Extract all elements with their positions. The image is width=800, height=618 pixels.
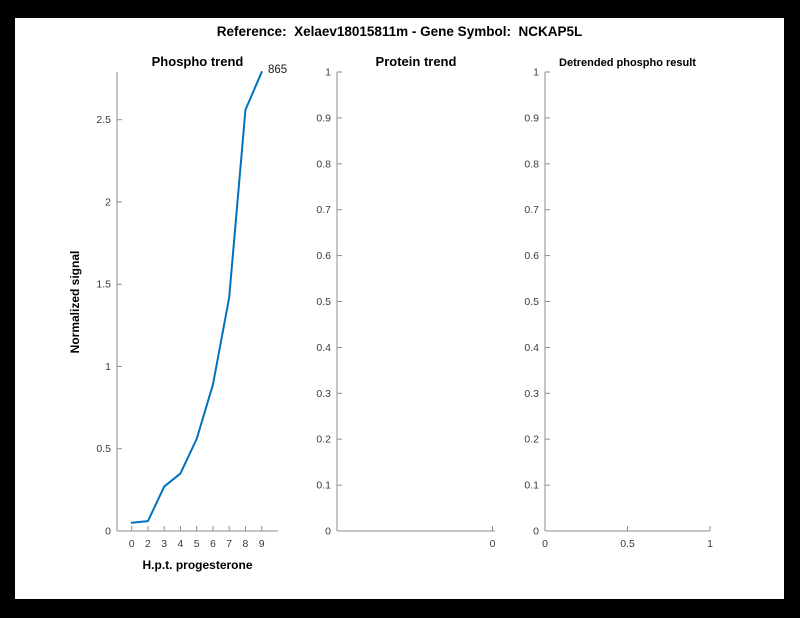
y-tick-label: 1 [533, 67, 539, 79]
x-tick-label: 5 [194, 538, 200, 550]
y-tick-label: 1.5 [96, 279, 111, 291]
x-tick-label: 0 [490, 538, 496, 550]
plot2-title: Protein trend [375, 54, 457, 69]
axes-canvas: 00.511.522.50 2 3 4 5 6 7 8 900.10.20.30.40.50.6… [96, 67, 713, 551]
y-tick-label: 0.3 [316, 388, 331, 400]
y-tick-label: 0.9 [524, 112, 539, 124]
y-tick-label: 0.9 [316, 112, 331, 124]
plot1-title: Phospho trend [151, 54, 244, 69]
x-tick-label: 0 [129, 538, 135, 550]
y-tick-label: 0.4 [524, 342, 539, 354]
x-tick-label: 8 [243, 538, 249, 550]
y-tick-label: 2.5 [96, 114, 111, 126]
figure-canvas: Reference: Xelaev18015811m - Gene Symbol… [15, 18, 784, 599]
plot1-xlabel: H.p.t. progesterone [142, 558, 253, 572]
y-tick-label: 0.6 [316, 250, 331, 262]
y-tick-label: 0.4 [316, 342, 331, 354]
x-tick-label: 6 [210, 538, 216, 550]
y-tick-label: 0.2 [316, 434, 331, 446]
y-tick-label: 0.5 [524, 296, 539, 308]
y-tick-label: 0.5 [96, 443, 111, 455]
y-tick-label: 0.3 [524, 388, 539, 400]
x-tick-label: 1 [707, 538, 713, 550]
x-tick-label: 0 [542, 538, 548, 550]
y-tick-label: 0.5 [316, 296, 331, 308]
x-tick-label: 2 [145, 538, 151, 550]
y-tick-label: 0 [533, 526, 539, 538]
y-tick-label: 0.8 [524, 158, 539, 170]
y-tick-label: 0 [105, 526, 111, 538]
x-tick-label: 7 [226, 538, 232, 550]
y-tick-label: 0 [325, 526, 331, 538]
x-tick-label: 9 [259, 538, 265, 550]
y-tick-label: 0.1 [524, 480, 539, 492]
y-tick-label: 1 [105, 361, 111, 373]
y-tick-label: 0.7 [524, 204, 539, 216]
x-tick-label: 3 [161, 538, 167, 550]
y-tick-label: 0.1 [316, 480, 331, 492]
plot3-title: Detrended phospho result [559, 57, 696, 69]
y-tick-label: 0.2 [524, 434, 539, 446]
y-tick-label: 2 [105, 196, 111, 208]
x-tick-label: 0.5 [620, 538, 635, 550]
y-tick-label: 1 [325, 67, 331, 79]
x-tick-label: 4 [178, 538, 184, 550]
endpoint-annotation: 865 [268, 64, 288, 76]
y-tick-label: 0.7 [316, 204, 331, 216]
y-tick-label: 0.6 [524, 250, 539, 262]
figure-title: Reference: Xelaev18015811m - Gene Symbol… [216, 24, 583, 39]
plot1-trend-line [130, 71, 263, 524]
y-tick-label: 0.8 [316, 158, 331, 170]
